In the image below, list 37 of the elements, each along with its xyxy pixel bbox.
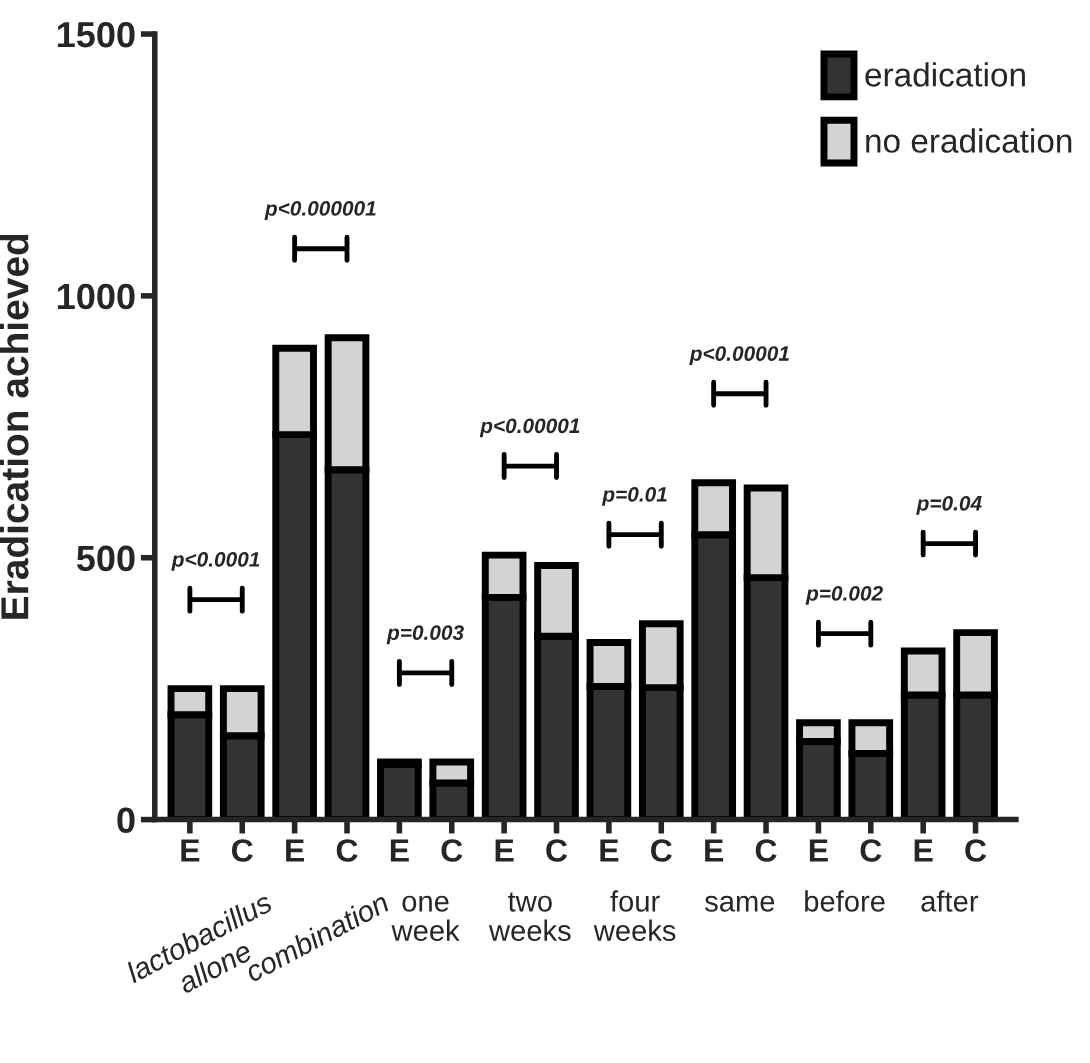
text: four weeks	[593, 890, 676, 941]
x-tick-label: C	[755, 839, 777, 862]
y-tick-label: 0	[117, 807, 135, 834]
x-tick-label: E	[600, 839, 619, 862]
annotation: p=0.04	[916, 495, 982, 515]
annotation: p<0.0001	[171, 551, 260, 571]
x-tick-label: C	[965, 839, 987, 862]
x-tick-label: E	[181, 839, 200, 862]
text: one week	[391, 895, 460, 941]
x-tick-label: E	[705, 839, 724, 862]
x-tick-label: E	[914, 839, 933, 862]
text: before	[805, 890, 885, 912]
annotation: p<0.000001	[264, 201, 376, 220]
annotation: p=0.01	[601, 487, 667, 506]
annotation: p<0.00001	[479, 418, 580, 438]
x-tick-label: C	[860, 839, 882, 862]
x-tick-label: E	[809, 839, 828, 862]
x-tick-label: E	[495, 839, 514, 862]
x-tick-label: C	[546, 839, 568, 862]
x-tick-label: C	[336, 839, 358, 862]
y-axis-title: Eradication achieved	[0, 234, 29, 619]
x-tick-label: C	[651, 839, 672, 862]
x-tick-label: C	[441, 839, 463, 862]
annotation: p<0.00001	[689, 346, 789, 365]
legend-label: eradication	[865, 62, 1025, 87]
y-tick-label: 500	[76, 545, 135, 572]
text: same	[705, 895, 775, 912]
y-tick-label: 1000	[57, 283, 135, 310]
x-tick-label: E	[390, 839, 409, 862]
text: after	[921, 890, 979, 912]
y-tick-label: 1500	[57, 21, 135, 48]
x-tick-label: C	[232, 839, 253, 862]
annotation: p=0.003	[386, 625, 464, 645]
x-tick-label: E	[286, 839, 305, 862]
annotation: p=0.002	[805, 585, 883, 605]
text: two weeks	[488, 892, 571, 941]
legend-label: no eradication	[866, 128, 1072, 153]
